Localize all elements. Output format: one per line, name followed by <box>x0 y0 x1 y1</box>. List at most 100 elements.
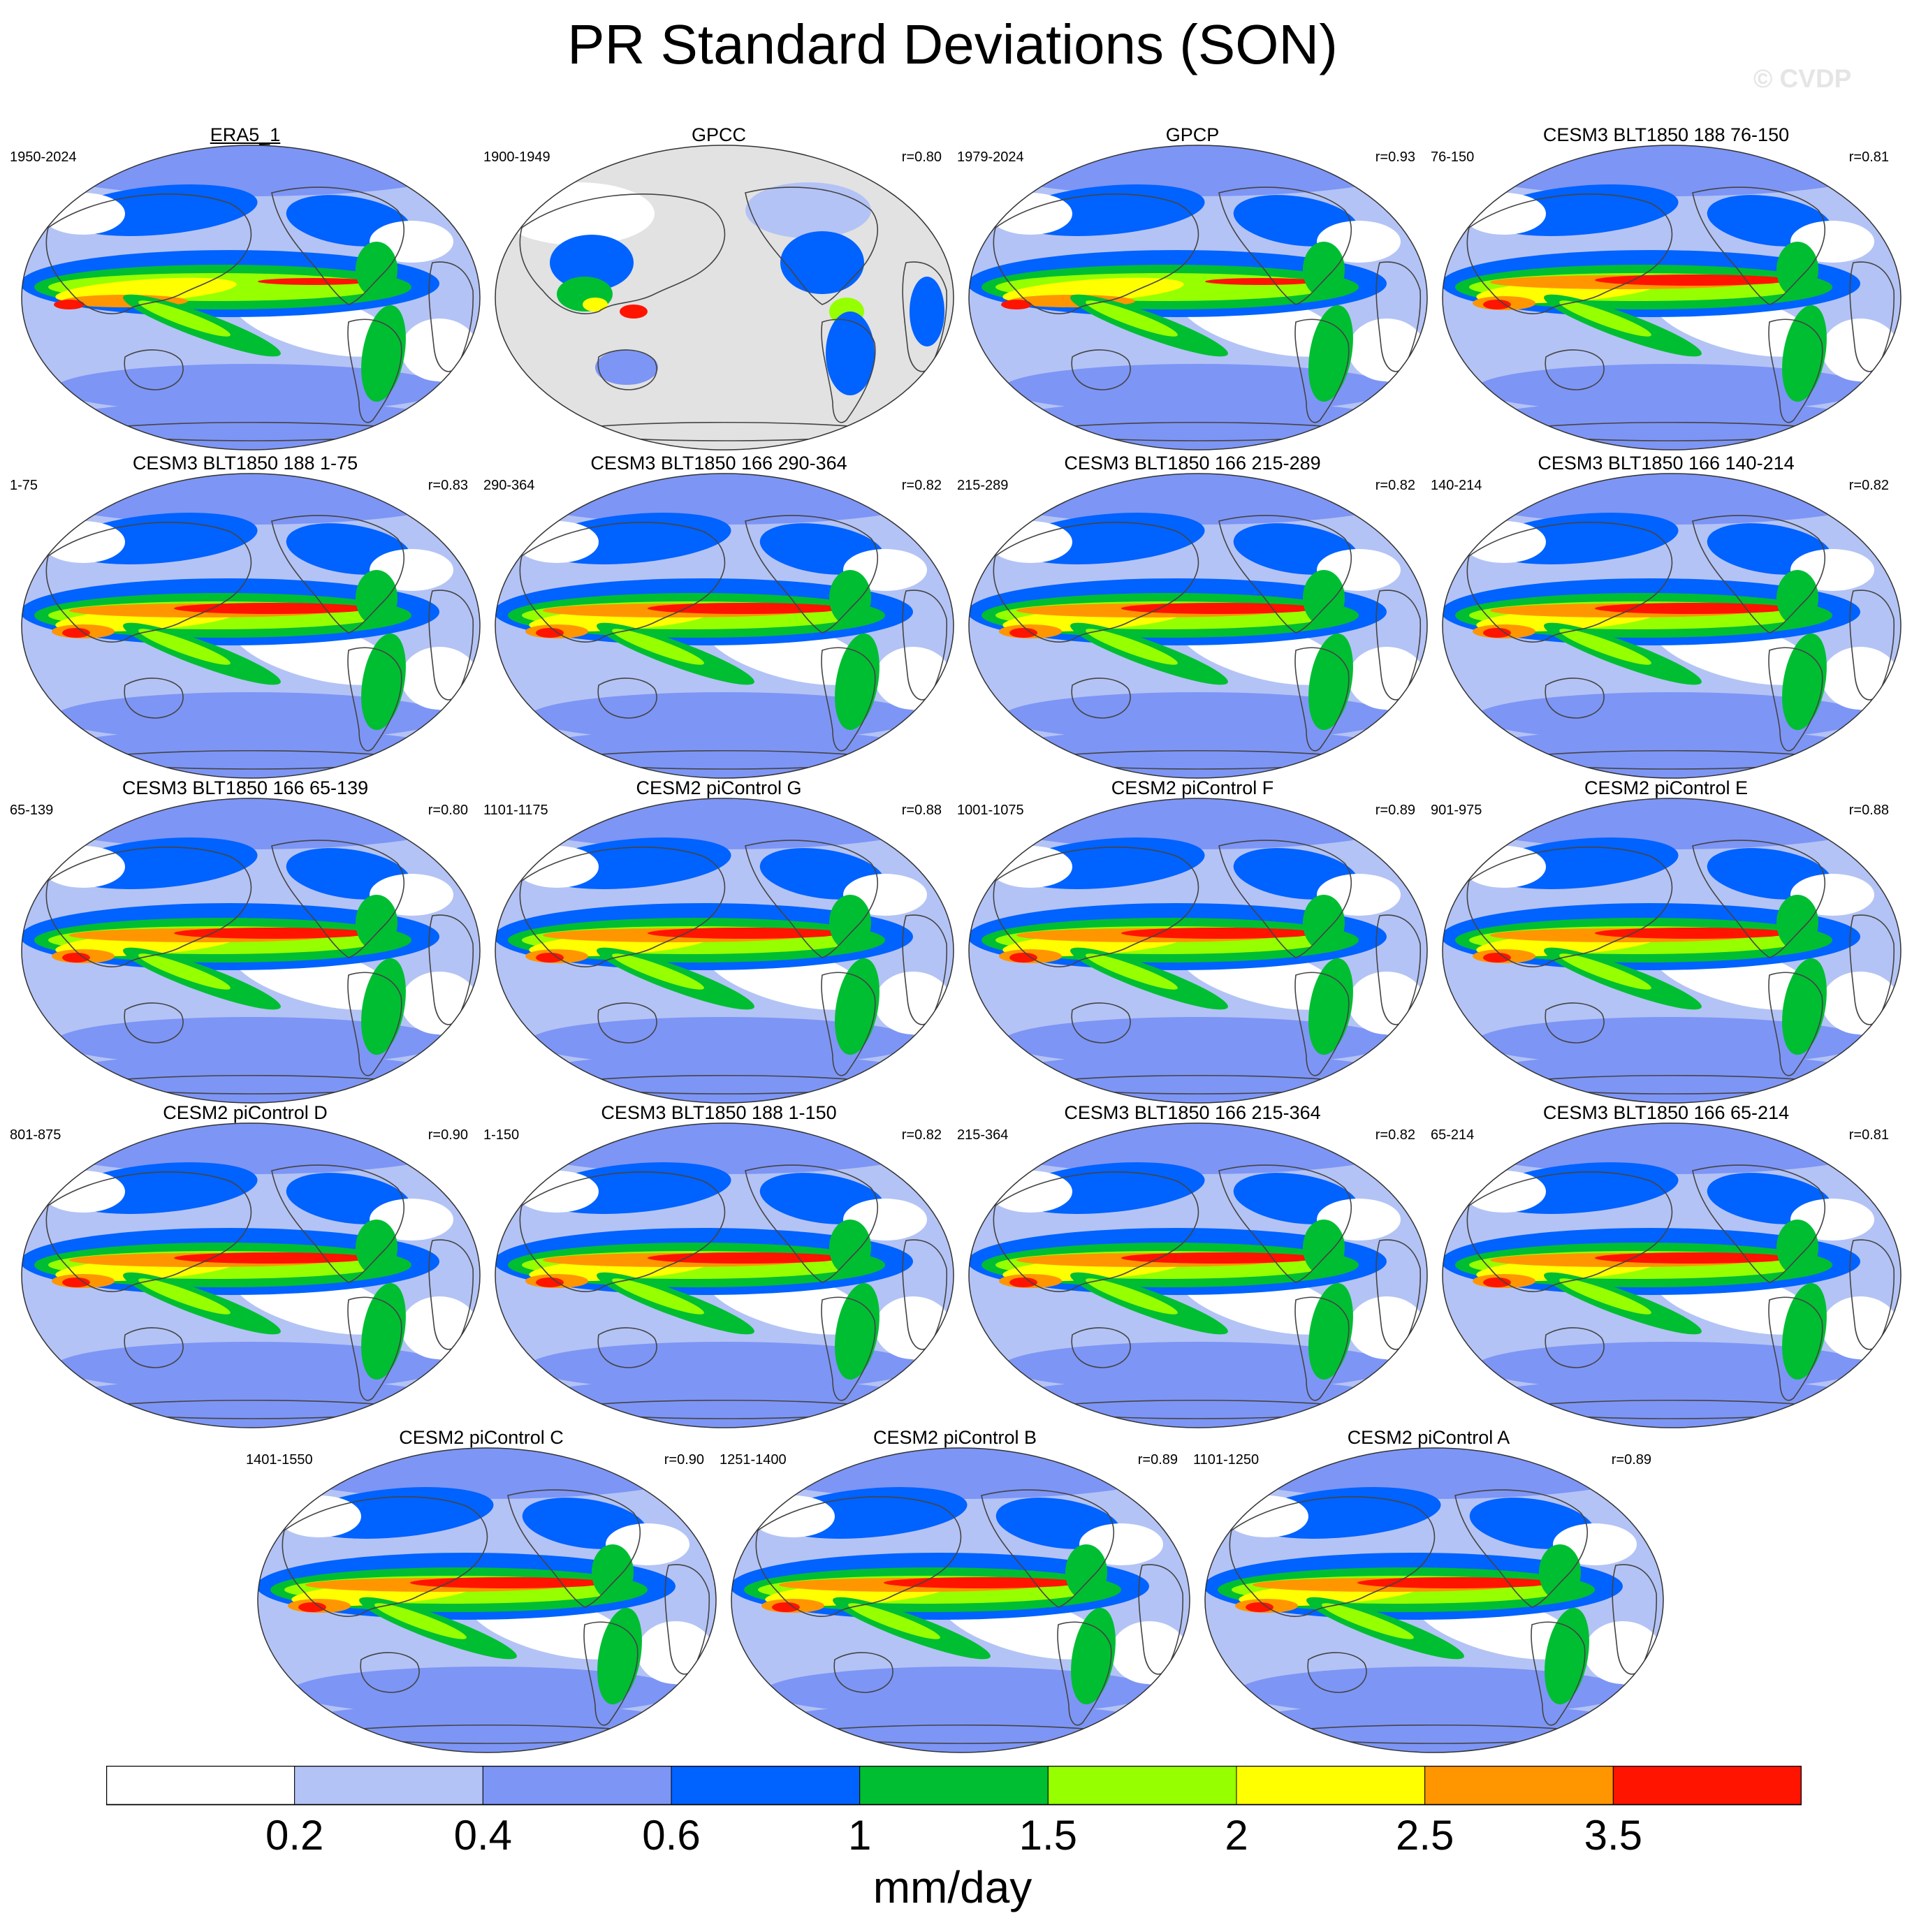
panel-title: CESM3 BLT1850 166 215-289 <box>1064 453 1321 474</box>
panel-title: CESM2 piControl F <box>1111 777 1274 798</box>
colorbar-tick-label: 1 <box>848 1812 871 1857</box>
map-frame <box>968 798 1428 1104</box>
map-panel: CESM3 BLT1850 188 1-75 1-75 r=0.83 <box>10 453 481 779</box>
precip-map <box>968 473 1428 779</box>
map-panel: CESM3 BLT1850 166 65-139 65-139 r=0.80 <box>10 777 481 1104</box>
panel-period: 65-214 <box>1431 1127 1475 1143</box>
panel-correlation: r=0.89 <box>1611 1452 1651 1468</box>
coastlines <box>1229 1489 1658 1744</box>
precip-map <box>968 145 1428 451</box>
map-frame <box>968 473 1428 779</box>
panel-period: 1001-1075 <box>957 803 1024 818</box>
colorbar-box <box>1047 1766 1237 1806</box>
map-frame <box>1204 1447 1664 1753</box>
panel-title: CESM3 BLT1850 188 76-150 <box>1542 124 1790 145</box>
panel-correlation: r=0.80 <box>428 803 468 818</box>
panel-period: 1979-2024 <box>957 149 1024 165</box>
map-panel: CESM2 piControl C 1401-1550 r=0.90 <box>246 1427 717 1753</box>
precip-map <box>968 1122 1428 1428</box>
colorbar-box <box>1236 1766 1426 1806</box>
map-panel: CESM3 BLT1850 166 215-364 215-364 r=0.82 <box>957 1102 1428 1428</box>
map-frame <box>1442 473 1902 779</box>
colorbar-units: mm/day <box>873 1862 1032 1912</box>
panel-correlation: r=0.81 <box>1848 1127 1889 1143</box>
panel-period: 215-289 <box>957 478 1009 493</box>
panel-period: 1-75 <box>10 478 38 493</box>
panel-title: CESM2 piControl E <box>1584 777 1749 798</box>
precip-map <box>968 798 1428 1104</box>
main-title: PR Standard Deviations (SON) <box>567 13 1338 75</box>
panel-title: CESM2 piControl A <box>1347 1427 1510 1448</box>
precip-map <box>1442 1122 1902 1428</box>
panel-period: 1900-1949 <box>483 149 550 165</box>
panel-correlation: r=0.82 <box>1375 478 1415 493</box>
panel-title: CESM2 piControl C <box>399 1427 564 1448</box>
panel-correlation: r=0.90 <box>664 1452 704 1468</box>
panel-title: GPCP <box>1165 124 1220 145</box>
coastlines <box>519 515 948 770</box>
precip-map <box>1204 1447 1664 1753</box>
colorbar-tick-label: 2.5 <box>1396 1812 1454 1857</box>
map-frame <box>257 1447 717 1753</box>
panel-title: CESM2 piControl G <box>636 777 802 798</box>
panel-correlation: r=0.82 <box>1375 1127 1415 1143</box>
map-panel: GPCP 1979-2024 r=0.93 <box>957 124 1428 451</box>
panel-correlation: r=0.93 <box>1375 149 1415 165</box>
colorbar-box <box>671 1766 861 1806</box>
precip-map <box>257 1447 717 1753</box>
colorbar: 0.2 0.4 0.6 1 1.5 2 2.5 3.5 <box>106 1766 1802 1857</box>
map-panel: GPCC 1900-1949 r=0.80 <box>483 124 954 451</box>
coastlines <box>1466 515 1895 770</box>
map-panel: CESM3 BLT1850 166 215-289 215-289 r=0.82 <box>957 453 1428 779</box>
map-frame <box>968 145 1428 451</box>
map-frame <box>495 473 954 779</box>
map-panel: CESM2 piControl F 1001-1075 r=0.89 <box>957 777 1428 1104</box>
panel-period: 76-150 <box>1431 149 1475 165</box>
map-frame <box>21 145 481 451</box>
panel-correlation: r=0.90 <box>428 1127 468 1143</box>
precip-map <box>731 1447 1190 1753</box>
coastlines <box>282 1489 710 1744</box>
map-frame <box>21 798 481 1104</box>
colorbar-box <box>1612 1766 1802 1806</box>
precip-map <box>495 798 954 1104</box>
panel-correlation: r=0.80 <box>901 149 942 165</box>
panel-period: 140-214 <box>1431 478 1482 493</box>
colorbar-tick-label: 0.2 <box>265 1812 323 1857</box>
map-frame <box>731 1447 1190 1753</box>
precip-map <box>21 1122 481 1428</box>
map-panel: CESM2 piControl G 1101-1175 r=0.88 <box>483 777 954 1104</box>
panel-period: 801-875 <box>10 1127 61 1143</box>
map-frame <box>1442 1122 1902 1428</box>
panel-period: 1251-1400 <box>720 1452 787 1468</box>
panel-period: 1401-1550 <box>246 1452 313 1468</box>
panel-title: CESM3 BLT1850 166 215-364 <box>1064 1102 1321 1123</box>
colorbar-box <box>1424 1766 1614 1806</box>
map-frame <box>495 145 954 451</box>
colorbar-box <box>482 1766 672 1806</box>
map-frame <box>495 798 954 1104</box>
colorbar-box <box>294 1766 483 1806</box>
map-panel: CESM3 BLT1850 166 65-214 65-214 r=0.81 <box>1431 1102 1902 1428</box>
map-frame <box>21 473 481 779</box>
panel-title: GPCC <box>691 124 746 145</box>
panel-title: CESM3 BLT1850 166 290-364 <box>590 453 847 474</box>
panel-period: 290-364 <box>483 478 535 493</box>
map-frame <box>21 1122 481 1428</box>
watermark: © CVDP <box>1753 64 1852 93</box>
precip-map <box>1442 145 1902 451</box>
panel-period: 901-975 <box>1431 803 1482 818</box>
panel-correlation: r=0.88 <box>901 803 942 818</box>
panel-title: CESM3 BLT1850 188 1-150 <box>601 1102 837 1123</box>
panel-period: 1-150 <box>483 1127 520 1143</box>
colorbar-tick-label: 3.5 <box>1584 1812 1642 1857</box>
panel-correlation: r=0.83 <box>428 478 468 493</box>
map-panel: CESM3 BLT1850 166 290-364 290-364 r=0.82 <box>483 453 954 779</box>
precip-map <box>21 145 481 451</box>
panel-correlation: r=0.82 <box>1848 478 1889 493</box>
map-panel: CESM2 piControl D 801-875 r=0.90 <box>10 1102 481 1428</box>
panel-correlation: r=0.89 <box>1375 803 1415 818</box>
map-frame <box>495 1122 954 1428</box>
map-panel: ERA5_1 1950-2024 <box>10 124 481 451</box>
map-frame <box>1442 145 1902 451</box>
